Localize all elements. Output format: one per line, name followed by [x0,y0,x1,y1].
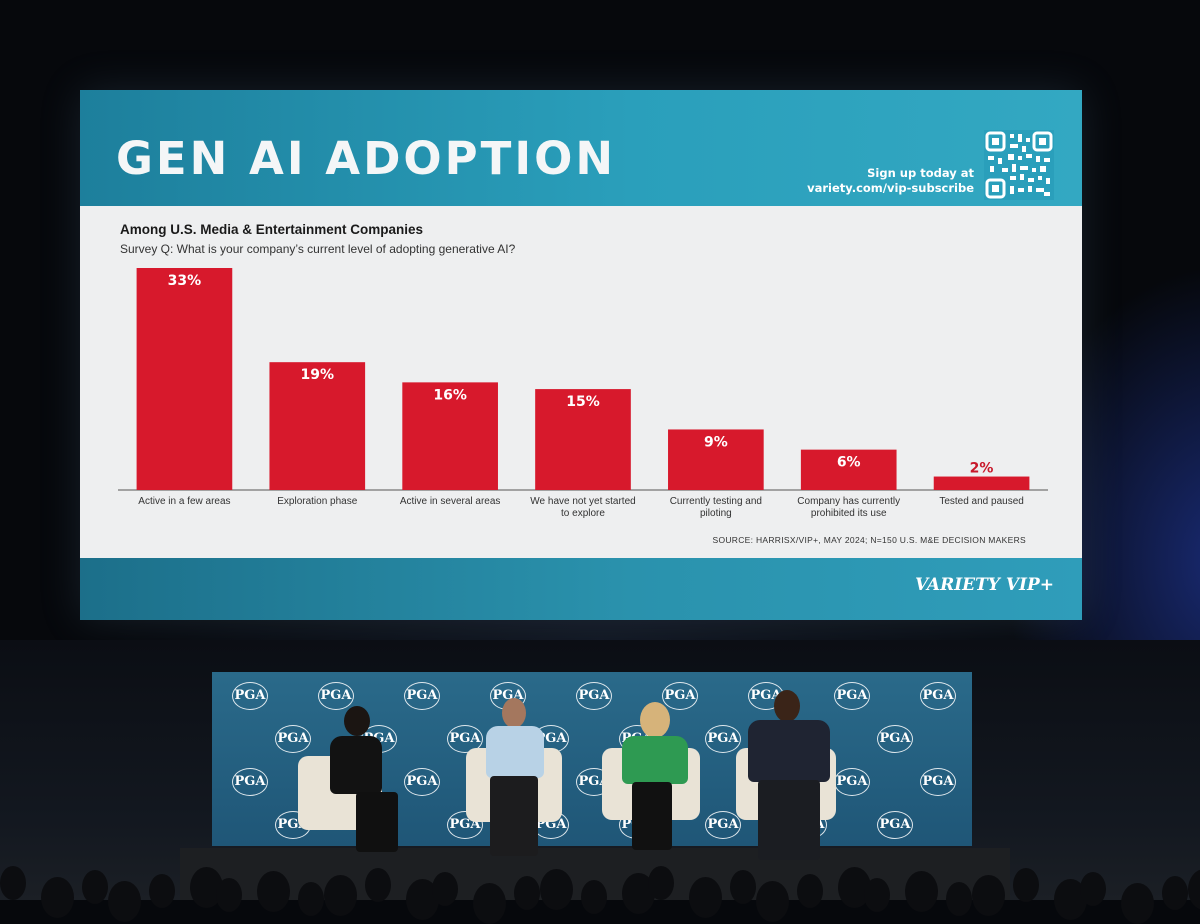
pga-logo: PGA [232,768,268,796]
audience-head [797,874,823,908]
bar-value-label: 19% [301,367,335,383]
category-label: Active in a few areas [138,496,230,507]
pga-logo: PGA [662,682,698,710]
pga-logo: PGA [404,768,440,796]
panelist-moderator [318,706,408,856]
pga-logo: PGA [834,768,870,796]
pga-logo: PGA [232,682,268,710]
slide-header: GEN AI ADOPTION Sign up today at variety… [80,90,1082,206]
audience-head [689,877,722,918]
audience-head [1013,868,1039,902]
audience-head [257,871,290,912]
audience-head [365,868,391,902]
source-note: SOURCE: HARRISX/VIP+, MAY 2024; N=150 U.… [712,535,1026,545]
audience-head [972,875,1005,916]
pga-logo: PGA [834,682,870,710]
audience-head [149,874,175,908]
qr-code-icon [984,130,1054,200]
audience-head [108,881,141,922]
variety-vip-logo: VARIETY VIP+ [915,575,1054,595]
category-label: Tested and paused [939,496,1024,507]
pga-logo: PGA [920,768,956,796]
bar-value-label: 16% [433,387,467,403]
category-label: Currently testing and piloting [670,496,762,519]
panelist-2 [474,698,554,858]
bar-value-label: 6% [837,455,861,471]
category-label: Active in several areas [400,496,501,507]
pga-logo: PGA [275,725,311,753]
bar [535,389,631,490]
pga-logo: PGA [705,811,741,839]
audience-head [432,872,458,906]
pga-logo: PGA [447,725,483,753]
audience-head [216,878,242,912]
signup-line-1: Sign up today at [867,166,974,180]
pga-logo: PGA [920,682,956,710]
audience-head [473,883,506,924]
bar-value-label: 15% [566,394,600,410]
audience-head [756,881,789,922]
projection-screen: GEN AI ADOPTION Sign up today at variety… [80,90,1082,620]
audience-head [946,882,972,916]
audience-head [0,866,26,900]
audience-head [514,876,540,910]
pga-logo: PGA [877,725,913,753]
audience-head [1188,869,1200,910]
audience-head [298,882,324,916]
signup-url: variety.com/vip-subscribe [807,181,974,195]
audience-head [905,871,938,912]
slide-title: GEN AI ADOPTION [116,132,617,185]
signup-text: Sign up today at variety.com/vip-subscri… [807,166,974,196]
bar [402,382,498,490]
pga-logo: PGA [318,682,354,710]
audience-head [864,878,890,912]
audience-head [41,877,74,918]
audience-head [1162,876,1188,910]
bar-value-label: 33% [168,273,202,289]
panelist-4 [744,690,834,865]
bar-value-label: 9% [704,434,728,450]
audience-head [648,866,674,900]
bar [668,429,764,490]
bar [933,476,1030,490]
chart-panel: Among U.S. Media & Entertainment Compani… [80,206,1082,558]
pga-logo: PGA [877,811,913,839]
audience-head [730,870,756,904]
audience-head [82,870,108,904]
bar [136,268,233,490]
pga-logo: PGA [576,682,612,710]
bar-chart: 33% Active in a few areas 19% Exploration p… [118,268,1048,519]
pga-logo: PGA [705,725,741,753]
bar-value-label: 2% [970,461,994,477]
bar [269,362,366,490]
audience-head [540,869,573,910]
audience-head [1080,872,1106,906]
bar [800,449,897,490]
chart-subtitle: Survey Q: What is your company’s current… [120,242,516,256]
category-label: Exploration phase [277,496,357,507]
category-label: We have not yet started to explore [530,496,635,519]
audience-head [1121,883,1154,924]
audience-head [324,875,357,916]
slide-footer: VARIETY VIP+ [80,558,1082,620]
audience-head [581,880,607,914]
chart-title: Among U.S. Media & Entertainment Compani… [120,222,424,237]
audience [0,852,1200,924]
panelist-3 [614,702,698,852]
category-label: Company has currently prohibited its use [797,496,900,519]
pga-logo: PGA [404,682,440,710]
